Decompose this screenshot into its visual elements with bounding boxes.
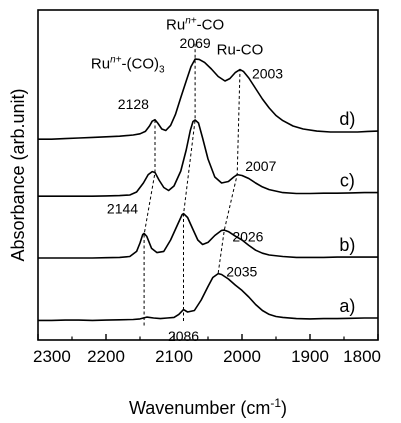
x-tick-label: 1800 bbox=[343, 347, 381, 366]
x-tick-label: 2000 bbox=[223, 347, 261, 366]
peak-label-2144: 2144 bbox=[107, 201, 138, 217]
series-line-d bbox=[38, 59, 378, 139]
axis-labels: Wavenumber (cm-1) Absorbance (arb.unit) bbox=[8, 88, 287, 418]
series-group: a) b) c) d) bbox=[38, 59, 378, 320]
x-tick-label: 2200 bbox=[87, 347, 125, 366]
group-label-2: Ru-CO bbox=[217, 42, 264, 59]
series-label-b: b) bbox=[339, 235, 355, 255]
series-label-c: c) bbox=[340, 171, 355, 191]
peak-label-2026: 2026 bbox=[232, 228, 263, 244]
x-axis-ticks: 2300 2200 2100 2000 1900 1800 bbox=[33, 334, 381, 366]
annotations: 2144 2086 2035 2026 2007 2128 2069 2003 Run+-CO R… bbox=[91, 15, 283, 344]
group-label-3: Run+-(CO)3 bbox=[91, 54, 165, 75]
plot-frame bbox=[38, 10, 378, 340]
guide-lines bbox=[144, 44, 240, 326]
peak-label-2035: 2035 bbox=[226, 264, 257, 280]
guide-line-1 bbox=[144, 120, 155, 326]
series-label-d: d) bbox=[339, 109, 355, 129]
x-tick-label: 2300 bbox=[33, 347, 71, 366]
peak-label-2069: 2069 bbox=[180, 35, 211, 51]
x-tick-label: 2100 bbox=[155, 347, 193, 366]
y-axis-label: Absorbance (arb.unit) bbox=[8, 88, 28, 261]
series-line-b bbox=[38, 214, 378, 258]
x-tick-label: 1900 bbox=[291, 347, 329, 366]
series-line-a bbox=[38, 274, 378, 321]
peak-label-2007: 2007 bbox=[245, 158, 276, 174]
x-axis-label: Wavenumber (cm-1) bbox=[129, 396, 287, 418]
peak-label-2128: 2128 bbox=[118, 96, 149, 112]
series-label-a: a) bbox=[339, 296, 355, 316]
group-label-1: Run+-CO bbox=[166, 15, 224, 33]
peak-label-2003: 2003 bbox=[252, 66, 283, 82]
peak-label-2086: 2086 bbox=[168, 328, 199, 344]
